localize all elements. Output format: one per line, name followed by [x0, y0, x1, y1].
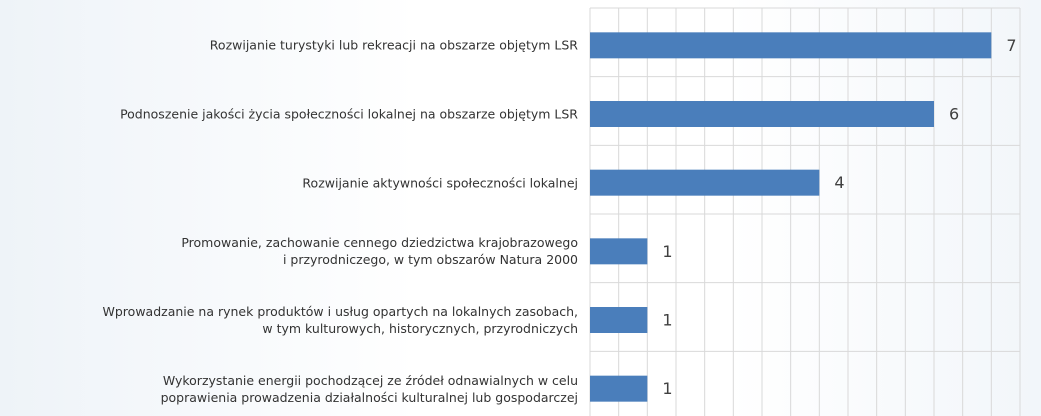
value-label: 6	[949, 105, 959, 124]
category-label: Podnoszenie jakości życia społeczności l…	[120, 106, 578, 122]
bar	[590, 169, 820, 196]
category-label: Wprowadzanie na rynek produktów i usług …	[102, 304, 578, 336]
category-label: Wykorzystanie energii pochodzącej ze źró…	[160, 372, 578, 405]
value-label: 7	[1006, 36, 1016, 55]
bar	[590, 101, 934, 127]
value-label: 1	[662, 311, 672, 330]
bar	[590, 238, 648, 265]
value-label: 4	[834, 173, 844, 192]
bar	[590, 32, 992, 59]
category-label: Rozwijanie turystyki lub rekreacji na ob…	[209, 37, 578, 53]
bar	[590, 307, 648, 333]
value-label: 1	[662, 242, 672, 261]
value-label: 1	[662, 379, 672, 398]
bar	[590, 375, 648, 402]
category-label: Promowanie, zachowanie cennego dziedzict…	[181, 235, 578, 268]
category-label: Rozwijanie aktywności społeczności lokal…	[302, 175, 578, 191]
